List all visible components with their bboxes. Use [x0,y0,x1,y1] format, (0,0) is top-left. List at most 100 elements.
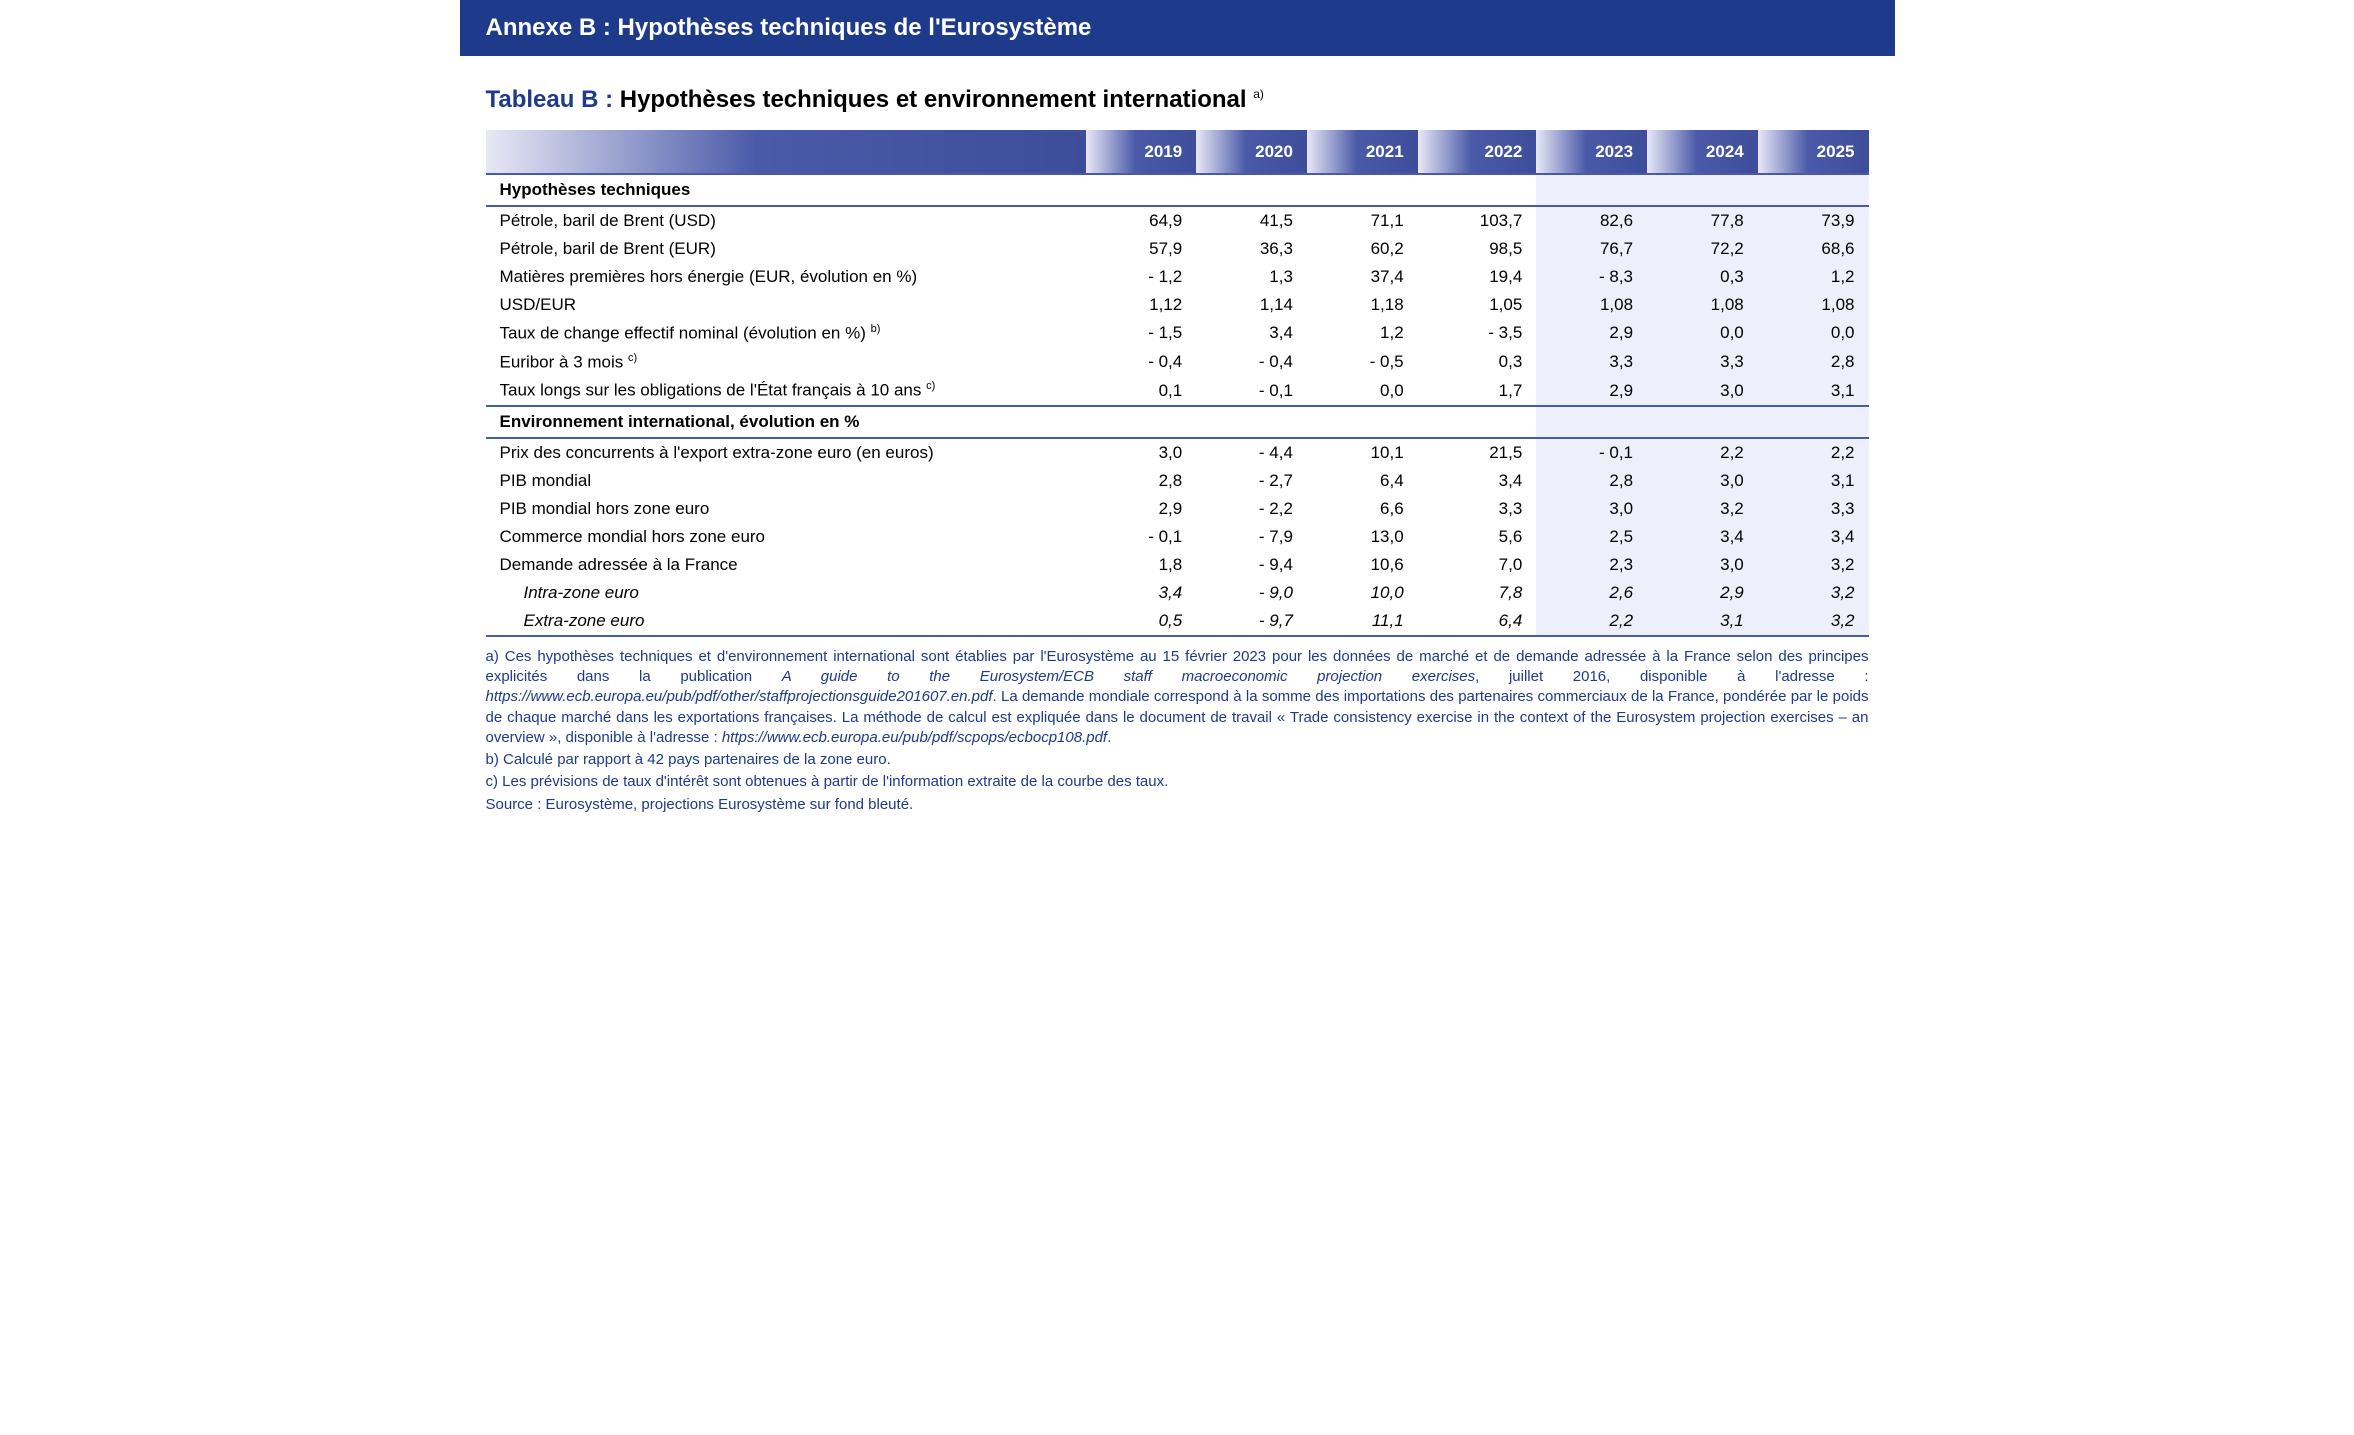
value-cell: 2,2 [1536,607,1647,636]
value-cell: - 2,7 [1196,467,1307,495]
value-cell: 3,0 [1647,467,1758,495]
value-cell: 3,3 [1758,495,1869,523]
table-row: Commerce mondial hors zone euro- 0,1- 7,… [486,523,1869,551]
value-cell: 71,1 [1307,206,1418,235]
footnote-a: a) Ces hypothèses techniques et d'enviro… [486,647,1869,748]
table-row: Taux de change effectif nominal (évoluti… [486,319,1869,348]
annex-banner: Annexe B : Hypothèses techniques de l'Eu… [460,0,1895,56]
value-cell: 3,2 [1647,495,1758,523]
table-row: Prix des concurrents à l'export extra-zo… [486,438,1869,467]
value-cell: - 9,0 [1196,579,1307,607]
header-year: 2025 [1758,130,1869,174]
table-row: PIB mondial2,8- 2,76,43,42,83,03,1 [486,467,1869,495]
value-cell: 82,6 [1536,206,1647,235]
value-cell: 0,3 [1647,263,1758,291]
table-body: Hypothèses techniquesPétrole, baril de B… [486,174,1869,636]
table-row: Euribor à 3 mois c)- 0,4- 0,4- 0,50,33,3… [486,348,1869,377]
table-title-text: Hypothèses techniques et environnement i… [620,86,1247,113]
table-title: Tableau B : Hypothèses techniques et env… [486,86,1869,114]
value-cell: 0,3 [1418,348,1537,377]
value-cell: 1,2 [1307,319,1418,348]
table-row: Matières premières hors énergie (EUR, év… [486,263,1869,291]
row-label: Euribor à 3 mois c) [486,348,1086,377]
value-cell: 19,4 [1418,263,1537,291]
value-cell: 3,1 [1758,376,1869,406]
value-cell: - 0,4 [1196,348,1307,377]
value-cell: 64,9 [1086,206,1197,235]
value-cell: 2,2 [1758,438,1869,467]
row-label-sup: c) [926,380,935,392]
value-cell: 1,08 [1536,291,1647,319]
section-empty-cell [1307,406,1418,438]
row-label: Intra-zone euro [486,579,1086,607]
value-cell: 72,2 [1647,235,1758,263]
value-cell: 1,05 [1418,291,1537,319]
value-cell: 3,2 [1758,551,1869,579]
header-year: 2023 [1536,130,1647,174]
footnote-a-ital2: https://www.ecb.europa.eu/pub/pdf/other/… [486,688,993,705]
value-cell: 36,3 [1196,235,1307,263]
assumptions-table: 2019202020212022202320242025 Hypothèses … [486,130,1869,637]
value-cell: 2,9 [1536,376,1647,406]
value-cell: 3,0 [1647,551,1758,579]
value-cell: - 3,5 [1418,319,1537,348]
value-cell: 3,3 [1418,495,1537,523]
value-cell: 3,4 [1196,319,1307,348]
value-cell: 2,2 [1647,438,1758,467]
value-cell: 0,0 [1647,319,1758,348]
value-cell: 7,8 [1418,579,1537,607]
table-row: Pétrole, baril de Brent (USD)64,941,571,… [486,206,1869,235]
value-cell: 13,0 [1307,523,1418,551]
value-cell: 6,6 [1307,495,1418,523]
value-cell: - 0,1 [1196,376,1307,406]
value-cell: 3,3 [1647,348,1758,377]
section-empty-cell [1536,174,1647,206]
value-cell: 3,2 [1758,579,1869,607]
value-cell: 0,0 [1307,376,1418,406]
section-empty-cell [1196,406,1307,438]
section-label: Hypothèses techniques [486,174,1086,206]
value-cell: 3,3 [1536,348,1647,377]
value-cell: 3,2 [1758,607,1869,636]
value-cell: 3,1 [1758,467,1869,495]
value-cell: 1,7 [1418,376,1537,406]
value-cell: 1,12 [1086,291,1197,319]
table-row: Extra-zone euro0,5- 9,711,16,42,23,13,2 [486,607,1869,636]
value-cell: 2,5 [1536,523,1647,551]
value-cell: 3,1 [1647,607,1758,636]
table-row: Pétrole, baril de Brent (EUR)57,936,360,… [486,235,1869,263]
row-label: Commerce mondial hors zone euro [486,523,1086,551]
value-cell: 98,5 [1418,235,1537,263]
value-cell: 3,0 [1086,438,1197,467]
value-cell: 2,9 [1536,319,1647,348]
section-row: Environnement international, évolution e… [486,406,1869,438]
value-cell: 0,5 [1086,607,1197,636]
value-cell: 2,8 [1758,348,1869,377]
value-cell: 2,9 [1086,495,1197,523]
section-empty-cell [1536,406,1647,438]
section-empty-cell [1086,406,1197,438]
footnote-a-mid1: , juillet 2016, disponible à l'adresse : [1475,668,1868,685]
section-empty-cell [1418,174,1537,206]
value-cell: 76,7 [1536,235,1647,263]
value-cell: - 1,2 [1086,263,1197,291]
value-cell: 1,8 [1086,551,1197,579]
value-cell: 10,1 [1307,438,1418,467]
value-cell: 21,5 [1418,438,1537,467]
value-cell: 0,0 [1758,319,1869,348]
value-cell: 10,0 [1307,579,1418,607]
section-empty-cell [1647,174,1758,206]
footnote-c: c) Les prévisions de taux d'intérêt sont… [486,772,1869,792]
row-label: Matières premières hors énergie (EUR, év… [486,263,1086,291]
header-blank [486,130,1086,174]
row-label: Pétrole, baril de Brent (USD) [486,206,1086,235]
section-empty-cell [1758,406,1869,438]
value-cell: - 8,3 [1536,263,1647,291]
section-empty-cell [1418,406,1537,438]
value-cell: 1,18 [1307,291,1418,319]
value-cell: 68,6 [1758,235,1869,263]
row-label: Demande adressée à la France [486,551,1086,579]
value-cell: 6,4 [1418,607,1537,636]
table-row: PIB mondial hors zone euro2,9- 2,26,63,3… [486,495,1869,523]
value-cell: - 0,1 [1086,523,1197,551]
